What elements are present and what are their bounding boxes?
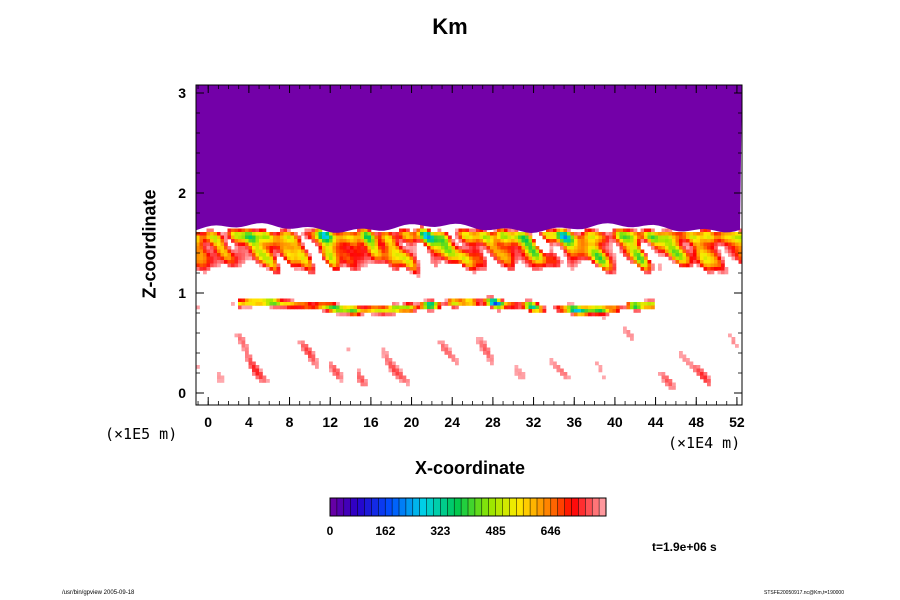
footer-left: /usr/bin/gpview 2005-09-18 bbox=[62, 590, 135, 596]
colorbar-cell bbox=[350, 498, 358, 516]
time-label: t=1.9e+06 s bbox=[652, 540, 717, 554]
colorbar-tick-label: 162 bbox=[375, 524, 395, 538]
colorbar-cell bbox=[378, 498, 386, 516]
colorbar-cell bbox=[426, 498, 434, 516]
colorbar-cell bbox=[474, 498, 483, 516]
colorbar-cell bbox=[488, 498, 496, 516]
colorbar-cell bbox=[481, 498, 489, 516]
colorbar-cell bbox=[405, 498, 414, 516]
colorbar-cell bbox=[530, 498, 538, 516]
colorbar-cell bbox=[447, 498, 455, 516]
colorbar-cell bbox=[412, 498, 420, 516]
x-axis-label: X-coordinate bbox=[414, 458, 525, 478]
colorbar-cell bbox=[336, 498, 345, 516]
x-axis: 0 4 8 12 16 20 24 28 32 36 40 44 48 52 bbox=[197, 85, 745, 430]
x-tick-label: 36 bbox=[566, 414, 582, 430]
colorbar-cell bbox=[343, 498, 351, 516]
colorbar-cell bbox=[509, 498, 517, 516]
top-uniform-region bbox=[196, 85, 742, 233]
x-tick-label: 4 bbox=[245, 414, 253, 430]
plot-border bbox=[195, 84, 743, 406]
colorbar-cell bbox=[399, 498, 407, 516]
x-tick-label: 28 bbox=[485, 414, 501, 430]
colorbar-cell bbox=[454, 498, 462, 516]
x-tick-label: 8 bbox=[286, 414, 294, 430]
y-axis-label: Z-coordinate bbox=[139, 189, 160, 299]
y-axis: 0 1 2 3 bbox=[178, 85, 742, 401]
x-tick-label: 0 bbox=[204, 414, 212, 430]
x-tick-label: 24 bbox=[444, 414, 460, 430]
colorbar-cell bbox=[468, 498, 476, 516]
colorbar: 0 162 323 485 646 bbox=[327, 497, 607, 538]
y-tick-label: 0 bbox=[178, 385, 186, 401]
colorbar-tick-label: 646 bbox=[541, 524, 561, 538]
x-tick-label: 16 bbox=[363, 414, 379, 430]
colorbar-cell bbox=[578, 498, 586, 516]
colorbar-cell bbox=[550, 498, 558, 516]
colorbar-cell bbox=[385, 498, 393, 516]
colorbar-cell bbox=[543, 498, 552, 516]
colorbar-cell bbox=[523, 498, 531, 516]
colorbar-cell bbox=[433, 498, 441, 516]
x-tick-label: 12 bbox=[322, 414, 338, 430]
footer-right: STSFE20050917.nc@Km,t=190000 bbox=[764, 590, 844, 596]
colorbar-cell bbox=[357, 498, 365, 516]
colorbar-cell bbox=[557, 498, 565, 516]
colorbar-cell bbox=[502, 498, 510, 516]
y-tick-label: 2 bbox=[178, 185, 186, 201]
y-tick-label: 1 bbox=[178, 285, 186, 301]
colorbar-cell bbox=[592, 498, 600, 516]
colorbar-tick-label: 0 bbox=[327, 524, 334, 538]
x-tick-label: 40 bbox=[607, 414, 623, 430]
plot-frame bbox=[195, 84, 743, 406]
colorbar-cell bbox=[440, 498, 448, 516]
colorbar-cell bbox=[371, 498, 379, 516]
heatmap-field bbox=[196, 85, 743, 405]
colorbar-cell bbox=[599, 498, 607, 516]
y-tick-label: 3 bbox=[178, 85, 186, 101]
colorbar-border bbox=[329, 497, 607, 517]
x-tick-label: 44 bbox=[648, 414, 664, 430]
z-scale-label: (×1E5 m) bbox=[105, 425, 178, 443]
colorbar-cell bbox=[495, 498, 503, 516]
colorbar-tick-label: 485 bbox=[486, 524, 506, 538]
colorbar-cell bbox=[564, 498, 572, 516]
colorbar-cell bbox=[419, 498, 427, 516]
x-tick-label: 20 bbox=[404, 414, 420, 430]
colorbar-cell bbox=[585, 498, 593, 516]
colorbar-cell bbox=[364, 498, 372, 516]
colorbar-cell bbox=[537, 498, 545, 516]
x-scale-label: (×1E4 m) bbox=[668, 434, 741, 452]
chart-title: Km bbox=[432, 14, 468, 39]
colorbar-cell bbox=[516, 498, 524, 516]
x-tick-label: 52 bbox=[729, 414, 745, 430]
colorbar-tick-label: 323 bbox=[430, 524, 450, 538]
colorbar-cell bbox=[330, 498, 338, 516]
x-tick-label: 32 bbox=[526, 414, 542, 430]
colorbar-cell bbox=[392, 498, 400, 516]
x-tick-label: 48 bbox=[688, 414, 704, 430]
colorbar-cell bbox=[571, 498, 579, 516]
colorbar-cell bbox=[461, 498, 469, 516]
